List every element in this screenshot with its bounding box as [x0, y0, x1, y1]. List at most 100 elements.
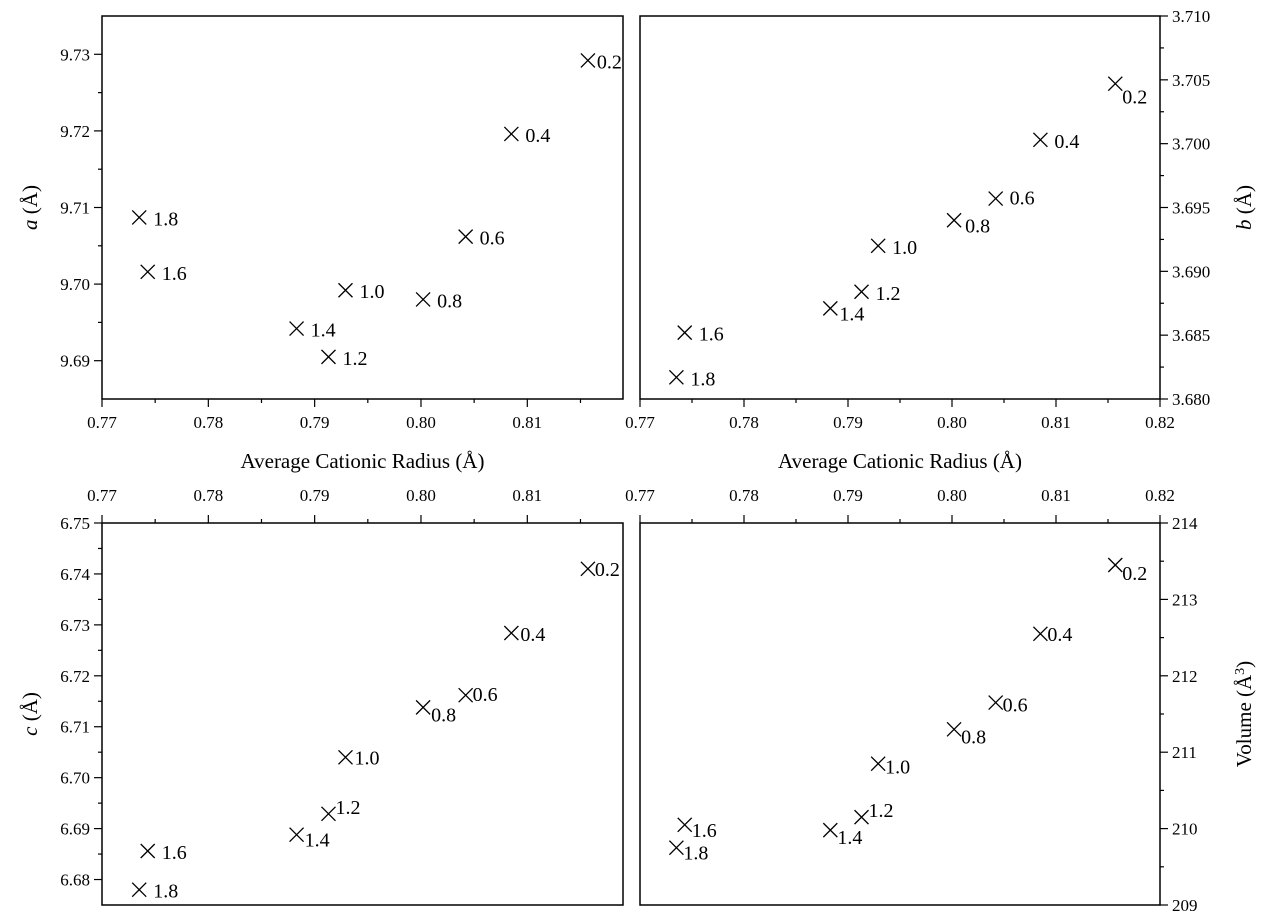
data-point	[321, 806, 336, 822]
point-label: 1.6	[692, 820, 717, 842]
y-tick-label: 6.75	[60, 514, 90, 533]
point-label: 1.6	[162, 842, 187, 864]
data-point	[503, 625, 519, 641]
data-point	[503, 126, 519, 142]
data-point	[338, 749, 353, 765]
point-label: 1.6	[162, 263, 187, 285]
data-point	[458, 687, 474, 703]
point-label: 0.4	[1054, 131, 1079, 153]
y-tick-label: 213	[1172, 590, 1198, 609]
y-tick-label: 6.68	[60, 871, 90, 890]
y-tick-label: 214	[1172, 514, 1198, 533]
x-tick-label: 0.77	[625, 486, 655, 505]
point-label: 1.8	[690, 368, 715, 390]
x-tick-label: 0.77	[625, 413, 655, 432]
point-label: 0.4	[1047, 624, 1072, 646]
x-tick-label: 0.78	[729, 413, 759, 432]
x-tick-label: 0.77	[87, 413, 117, 432]
data-point	[668, 840, 684, 856]
data-point	[668, 369, 684, 385]
y-tick-label: 6.71	[60, 718, 90, 737]
point-label: 1.0	[885, 757, 910, 779]
point-label: 0.2	[1122, 87, 1147, 109]
point-label: 0.8	[965, 215, 990, 237]
x-tick-label: 0.81	[512, 486, 542, 505]
x-tick-label: 0.82	[1145, 486, 1175, 505]
point-label: 1.4	[305, 830, 330, 852]
y-tick-label: 3.695	[1172, 199, 1210, 218]
y-tick-label: 3.690	[1172, 262, 1210, 281]
point-label: 0.2	[597, 51, 622, 73]
point-label: 1.6	[699, 324, 724, 346]
y-tick-label: 9.70	[60, 275, 90, 294]
y-axis-title: b (Å)	[1232, 185, 1256, 230]
panel-bottom-right: 0.77 0.78 0.79 0.80 0.81 0.82 209 210 211 212 213 2…	[625, 486, 1256, 915]
point-label: 0.6	[480, 228, 505, 250]
data-point	[822, 300, 838, 316]
point-label: 0.6	[1010, 188, 1035, 210]
data-point	[289, 321, 305, 336]
data-point	[1032, 626, 1048, 642]
point-label: 1.4	[311, 320, 336, 342]
x-tick-label: 0.79	[300, 486, 330, 505]
y-tick-label: 6.73	[60, 616, 90, 635]
x-tick-label: 0.80	[937, 486, 967, 505]
x-tick-label: 0.81	[512, 413, 542, 432]
plot-frame	[101, 15, 624, 400]
y-tick-label: 209	[1172, 896, 1198, 915]
y-tick-label: 9.71	[60, 199, 90, 218]
x-axis-title: Average Cationic Radius (Å)	[778, 449, 1022, 473]
point-label: 1.0	[354, 747, 379, 769]
data-point	[131, 209, 147, 225]
x-axis-title: Average Cationic Radius (Å)	[241, 449, 485, 473]
x-tick-label: 0.81	[1041, 413, 1071, 432]
data-point	[854, 809, 869, 825]
x-tick-label: 0.79	[300, 413, 330, 432]
y-axis-title: a (Å)	[18, 185, 42, 230]
data-point	[131, 882, 147, 898]
data-point	[140, 843, 156, 859]
point-label: 1.0	[359, 281, 384, 303]
data-point	[338, 282, 353, 298]
y-tick-label: 3.710	[1172, 7, 1210, 26]
plot-frame	[639, 522, 1161, 906]
point-label: 0.4	[520, 624, 545, 646]
data-point	[822, 822, 838, 838]
y-tick-label: 3.685	[1172, 326, 1210, 345]
point-label: 0.8	[961, 726, 986, 748]
panel-top-right: 0.77 0.78 0.79 0.80 0.81 0.82 3.680 3.685 3.690 3…	[625, 7, 1256, 473]
data-point	[1107, 557, 1123, 573]
panel-bottom-left: 0.77 0.78 0.79 0.80 0.81 6.68 6.69 6.70 6.71 6.72…	[18, 486, 624, 906]
x-tick-label: 0.80	[406, 413, 436, 432]
point-label: 1.4	[839, 303, 864, 325]
point-label: 0.2	[595, 559, 620, 581]
y-tick-label: 3.700	[1172, 135, 1210, 154]
data-point	[854, 284, 869, 300]
point-label: 0.6	[1003, 695, 1028, 717]
plot-frame	[101, 522, 624, 906]
x-tick-label: 0.80	[937, 413, 967, 432]
point-label: 1.8	[683, 843, 708, 865]
x-tick-label: 0.78	[729, 486, 759, 505]
point-label: 1.8	[153, 881, 178, 903]
point-label: 1.4	[837, 827, 862, 849]
point-label: 0.4	[525, 125, 550, 147]
y-tick-label: 6.72	[60, 667, 90, 686]
point-label: 1.2	[869, 800, 894, 822]
y-tick-label: 9.69	[60, 352, 90, 371]
panel-top-left: 0.77 0.78 0.79 0.80 0.81 9.69 9.70 9.71 9.72 9.73…	[18, 15, 624, 473]
x-tick-label: 0.79	[833, 486, 863, 505]
point-label: 1.2	[342, 348, 367, 370]
x-tick-label: 0.81	[1041, 486, 1071, 505]
data-point	[946, 721, 962, 737]
point-label: 0.8	[437, 290, 462, 312]
x-tick-label: 0.82	[1145, 413, 1175, 432]
data-point	[677, 325, 693, 341]
data-point	[946, 212, 962, 228]
x-tick-label: 0.78	[193, 413, 223, 432]
data-point	[415, 291, 431, 307]
point-label: 0.8	[431, 704, 456, 726]
y-tick-label: 210	[1172, 820, 1198, 839]
data-point	[321, 349, 336, 365]
